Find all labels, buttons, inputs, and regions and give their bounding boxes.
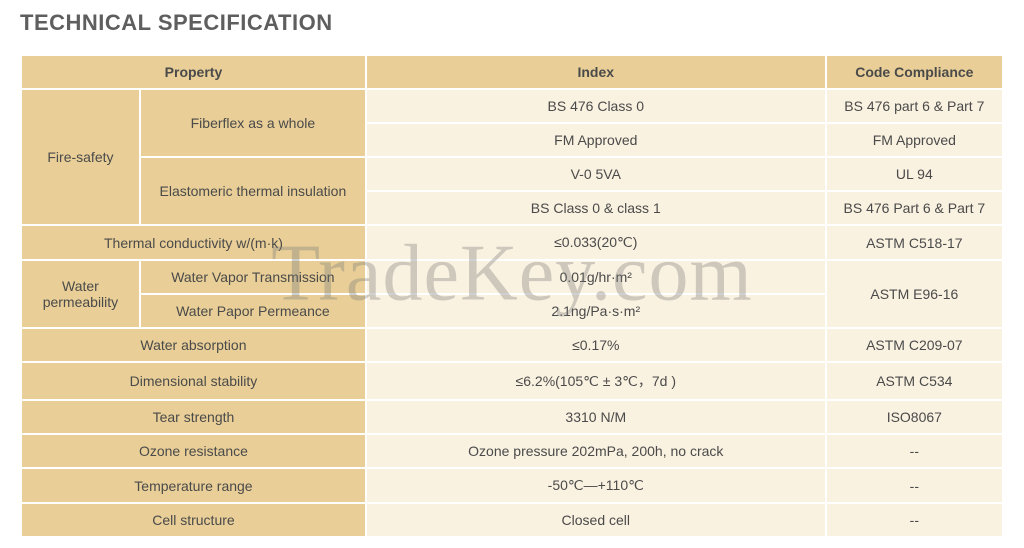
cell-index: BS 476 Class 0 [367,90,825,122]
cell-ozone: Ozone resistance [22,435,365,467]
cell-fire-safety: Fire-safety [22,90,139,224]
cell-code: ASTM C534 [827,363,1002,399]
table-row: Water permeability Water Vapor Transmiss… [22,261,1002,293]
table-row: Dimensional stability ≤6.2%(105℃ ± 3℃，7d… [22,363,1002,399]
cell-code: UL 94 [827,158,1002,190]
cell-index: 0.01g/hr·m² [367,261,825,293]
cell-code: FM Approved [827,124,1002,156]
table-row: Cell structure Closed cell -- [22,504,1002,536]
cell-index: ≤0.17% [367,329,825,361]
page-wrap: TECHNICAL SPECIFICATION Property Index C… [20,10,1004,538]
cell-code: ASTM E96-16 [827,261,1002,327]
table-row: Elastomeric thermal insulation V-0 5VA U… [22,158,1002,190]
header-index: Index [367,56,825,88]
cell-code: -- [827,504,1002,536]
cell-wvt: Water Vapor Transmission [141,261,365,293]
spec-table: Property Index Code Compliance Fire-safe… [20,54,1004,538]
cell-code: -- [827,435,1002,467]
cell-index: Ozone pressure 202mPa, 200h, no crack [367,435,825,467]
header-row: Property Index Code Compliance [22,56,1002,88]
cell-index: FM Approved [367,124,825,156]
table-row: Thermal conductivity w/(m·k) ≤0.033(20℃)… [22,226,1002,259]
cell-thermal: Thermal conductivity w/(m·k) [22,226,365,259]
cell-index: ≤0.033(20℃) [367,226,825,259]
table-row: Fire-safety Fiberflex as a whole BS 476 … [22,90,1002,122]
cell-index: BS Class 0 & class 1 [367,192,825,224]
cell-temp: Temperature range [22,469,365,502]
table-row: Ozone resistance Ozone pressure 202mPa, … [22,435,1002,467]
cell-code: -- [827,469,1002,502]
cell-cell-structure: Cell structure [22,504,365,536]
cell-water-perm: Water permeability [22,261,139,327]
cell-code: ASTM C209-07 [827,329,1002,361]
cell-code: ASTM C518-17 [827,226,1002,259]
cell-fiberflex: Fiberflex as a whole [141,90,365,156]
cell-index: Closed cell [367,504,825,536]
cell-code: ISO8067 [827,401,1002,433]
cell-index: V-0 5VA [367,158,825,190]
cell-index: 3310 N/M [367,401,825,433]
cell-elastomeric: Elastomeric thermal insulation [141,158,365,224]
cell-index: 2.1ng/Pa·s·m² [367,295,825,327]
page-title: TECHNICAL SPECIFICATION [20,10,1004,36]
table-row: Water absorption ≤0.17% ASTM C209-07 [22,329,1002,361]
cell-code: BS 476 part 6 & Part 7 [827,90,1002,122]
table-row: Tear strength 3310 N/M ISO8067 [22,401,1002,433]
cell-dimensional: Dimensional stability [22,363,365,399]
cell-index: -50℃—+110℃ [367,469,825,502]
table-row: Temperature range -50℃—+110℃ -- [22,469,1002,502]
cell-absorption: Water absorption [22,329,365,361]
cell-tear: Tear strength [22,401,365,433]
cell-index: ≤6.2%(105℃ ± 3℃，7d ) [367,363,825,399]
cell-wpp: Water Papor Permeance [141,295,365,327]
header-code: Code Compliance [827,56,1002,88]
header-property: Property [22,56,365,88]
cell-code: BS 476 Part 6 & Part 7 [827,192,1002,224]
